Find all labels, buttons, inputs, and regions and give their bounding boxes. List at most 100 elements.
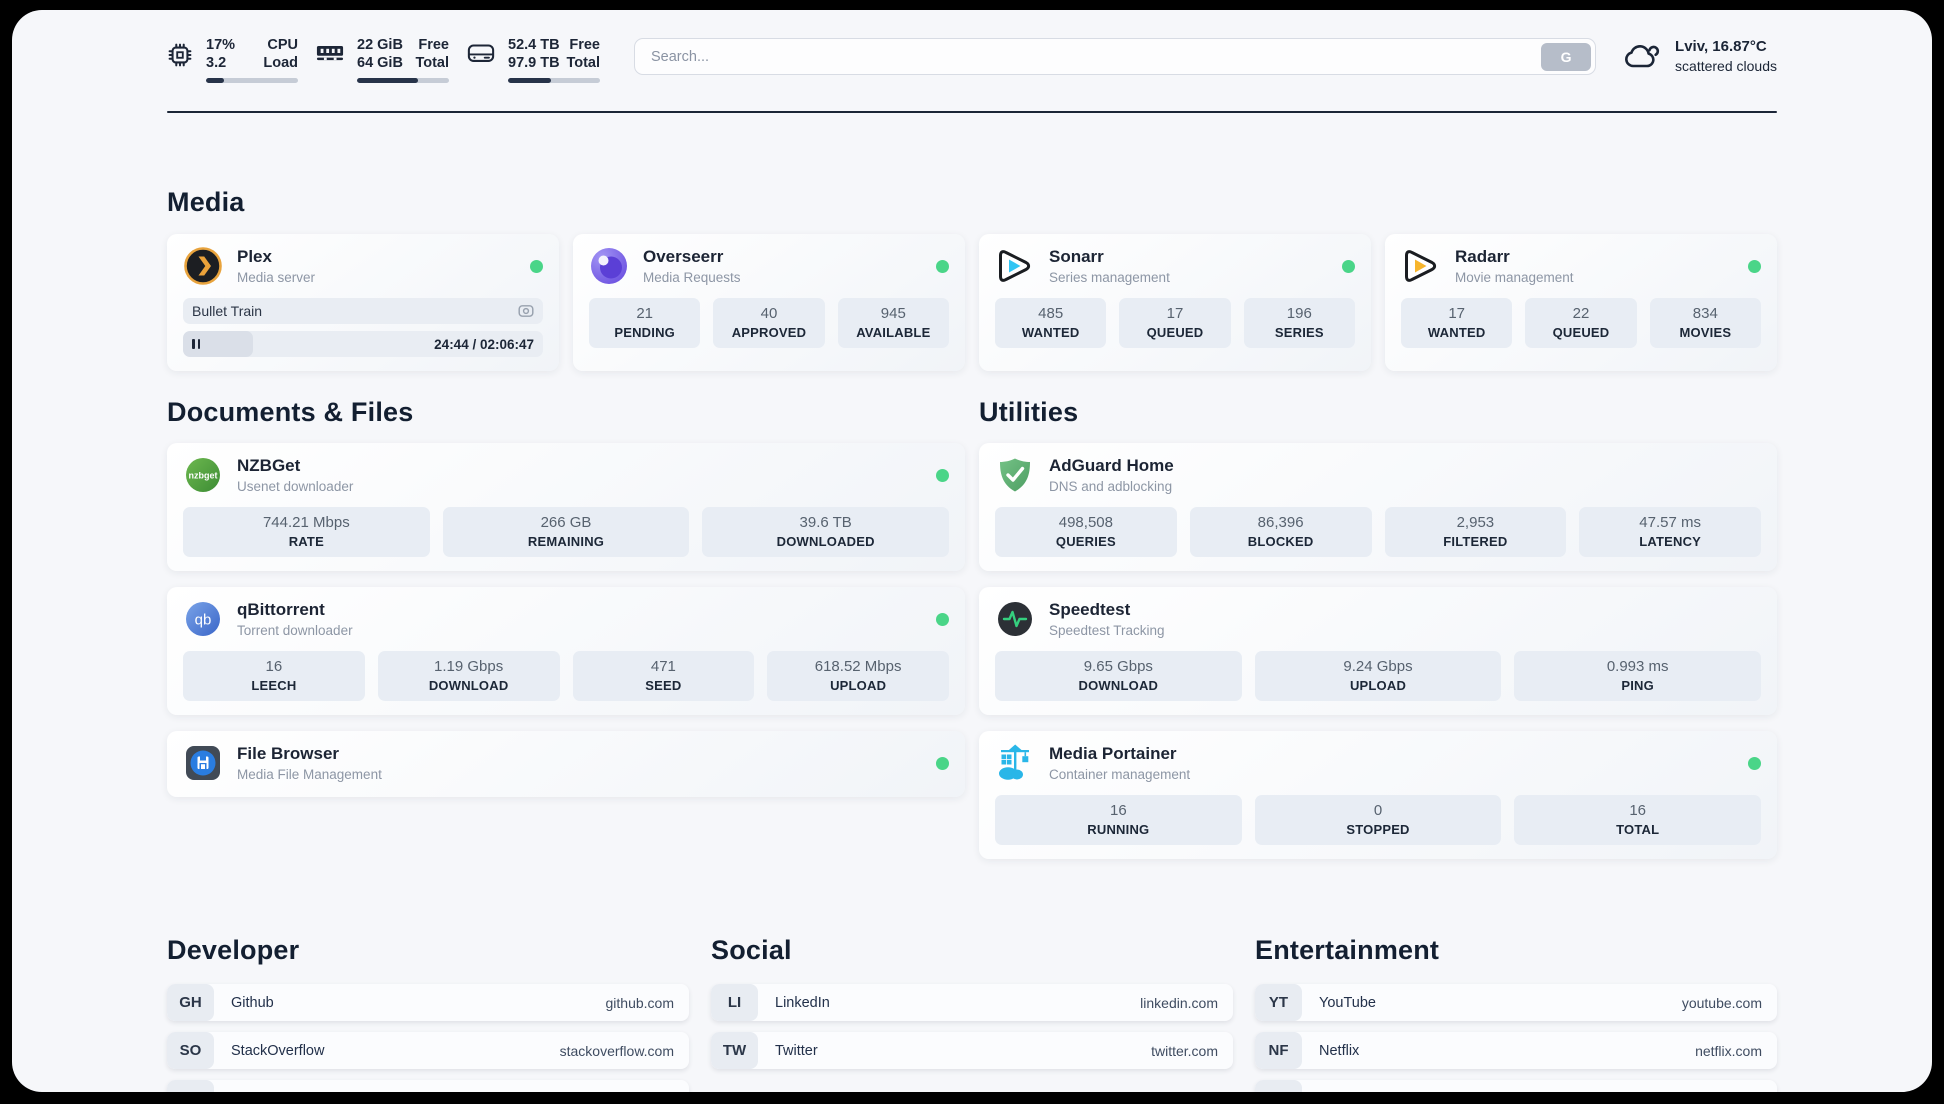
link-name: LinkedIn [775, 994, 830, 1011]
top-bar: 17% CPU 3.2 Load 22 GiB Free [167, 36, 1777, 83]
app-card-plex[interactable]: Plex Media server Bullet Train [167, 234, 559, 371]
radarr-icon [1401, 246, 1441, 286]
memory-total-label: Total [415, 55, 449, 71]
status-online-dot [936, 259, 949, 273]
app-card-sonarr[interactable]: Sonarr Series management 485 WANTED 17 QUE… [979, 234, 1371, 371]
disk-icon [467, 44, 495, 62]
stat-label: DOWNLOAD [1078, 678, 1159, 693]
link-row-linkedin[interactable]: LI LinkedIn linkedin.com [711, 984, 1233, 1021]
link-url: stackoverflow.com [559, 1042, 674, 1059]
link-name: StackOverflow [231, 1042, 325, 1059]
link-row-reddit[interactable]: RE Reddit reddit.com [1255, 1080, 1777, 1092]
plex-icon [183, 246, 223, 286]
stat-box: 9.65 Gbps DOWNLOAD [995, 651, 1242, 701]
cpu-metric-widget: 17% CPU 3.2 Load [167, 36, 298, 83]
stat-value: 196 [1286, 305, 1312, 322]
stat-box: 471 SEED [572, 651, 755, 701]
weather-location-temp: Lviv, 16.87°C [1675, 38, 1767, 55]
stat-box: 196 SERIES [1243, 298, 1355, 348]
header-divider [167, 111, 1777, 113]
app-card-adguard[interactable]: AdGuard Home DNS and adblocking 498,508 Q… [979, 443, 1777, 571]
disk-progress-bar [508, 78, 600, 83]
stat-box: 618.52 Mbps UPLOAD [767, 651, 949, 701]
search-bar: G [634, 38, 1597, 75]
link-badge: YT [1255, 984, 1302, 1021]
app-description: Media server [237, 270, 316, 285]
link-row-github[interactable]: GH Github github.com [167, 984, 689, 1021]
memory-free-label: Free [418, 37, 449, 53]
stat-box: 17 WANTED [1401, 298, 1513, 348]
cloud-icon [1625, 45, 1660, 68]
stat-box: 266 GB REMAINING [442, 507, 690, 557]
stat-box: 834 MOVIES [1649, 298, 1761, 348]
app-name: qBittorrent [237, 600, 325, 619]
status-online-dot [1748, 756, 1761, 770]
stat-box: 22 QUEUED [1525, 298, 1637, 348]
now-playing-title: Bullet Train [192, 303, 263, 319]
section-title-documents: Documents & Files [167, 397, 414, 427]
app-description: Media File Management [237, 767, 382, 782]
stat-value: 945 [880, 305, 906, 322]
link-row-dev[interactable]: DT DEV dev.to [167, 1080, 689, 1092]
link-row-netflix[interactable]: NF Netflix netflix.com [1255, 1032, 1777, 1069]
weather-condition: scattered clouds [1675, 58, 1777, 74]
plex-now-playing: Bullet Train 24:44 / 02:06:4 [183, 298, 543, 357]
search-input[interactable] [634, 38, 1597, 75]
link-url: twitter.com [1151, 1042, 1218, 1059]
link-badge: RE [1255, 1080, 1302, 1092]
link-badge: LI [711, 984, 758, 1021]
now-playing-title-row: Bullet Train [183, 298, 543, 324]
stat-label: UPLOAD [1349, 678, 1407, 693]
dashboard-panel: 17% CPU 3.2 Load 22 GiB Free [12, 10, 1932, 1092]
stat-label: PENDING [614, 325, 675, 340]
app-card-nzbget[interactable]: nzbget NZBGet Usenet downloader 744.21 M… [167, 443, 965, 571]
weather-widget: Lviv, 16.87°C scattered clouds [1622, 38, 1777, 74]
pause-button[interactable] [192, 339, 201, 349]
now-playing-progress-row: 24:44 / 02:06:47 [183, 331, 543, 357]
app-description: Container management [1049, 767, 1191, 782]
cpu-progress-bar [206, 78, 298, 83]
stat-box: 945 AVAILABLE [837, 298, 949, 348]
link-url: netflix.com [1695, 1042, 1762, 1059]
stat-value: 0.993 ms [1606, 658, 1669, 675]
stat-value: 16 [1109, 802, 1127, 819]
stat-value: 16 [265, 658, 283, 675]
disk-free-value: 52.4 TB [508, 37, 560, 53]
stat-box: 21 PENDING [589, 298, 701, 348]
app-name: NZBGet [237, 456, 301, 475]
cpu-load-value: 3.2 [206, 55, 227, 71]
app-card-portainer[interactable]: Media Portainer Container management 16 R… [979, 731, 1777, 859]
link-row-youtube[interactable]: YT YouTube youtube.com [1255, 984, 1777, 1021]
search-engine-button[interactable]: G [1541, 42, 1592, 71]
stat-label: WANTED [1427, 325, 1486, 340]
section-title-social: Social [711, 935, 792, 965]
speedtest-icon [995, 599, 1035, 639]
section-title-entertainment: Entertainment [1255, 935, 1440, 965]
app-card-radarr[interactable]: Radarr Movie management 17 WANTED 22 QUEUE… [1385, 234, 1777, 371]
app-card-overseerr[interactable]: Overseerr Media Requests 21 PENDING 40 APP… [573, 234, 965, 371]
link-row-stackoverflow[interactable]: SO StackOverflow stackoverflow.com [167, 1032, 689, 1069]
stat-value: 9.65 Gbps [1083, 658, 1153, 675]
stat-box: 2,953 FILTERED [1384, 507, 1567, 557]
stat-label: QUEUED [1146, 325, 1204, 340]
app-card-qbittorrent[interactable]: qb qBittorrent Torrent downloader 16 LEEC… [167, 587, 965, 715]
app-card-filebrowser[interactable]: File Browser Media File Management [167, 731, 965, 797]
link-row-twitter[interactable]: TW Twitter twitter.com [711, 1032, 1233, 1069]
app-card-speedtest[interactable]: Speedtest Speedtest Tracking 9.65 Gbps DO… [979, 587, 1777, 715]
link-url: reddit.com [1697, 1091, 1762, 1093]
link-badge: NF [1255, 1032, 1302, 1069]
stat-label: SEED [645, 678, 682, 693]
stat-label: REMAINING [527, 534, 605, 549]
status-online-dot [1342, 259, 1355, 273]
stat-box: 498,508 QUERIES [995, 507, 1177, 557]
stat-label: RATE [288, 534, 324, 549]
status-online-dot [936, 612, 949, 626]
stat-value: 471 [650, 658, 676, 675]
link-name: Github [231, 994, 274, 1011]
app-description: Series management [1049, 270, 1170, 285]
app-description: DNS and adblocking [1049, 479, 1173, 494]
svg-text:qb: qb [195, 612, 212, 629]
memory-total-value: 64 GiB [357, 55, 403, 71]
stat-value: 86,396 [1257, 514, 1304, 531]
stat-value: 17 [1448, 305, 1465, 322]
